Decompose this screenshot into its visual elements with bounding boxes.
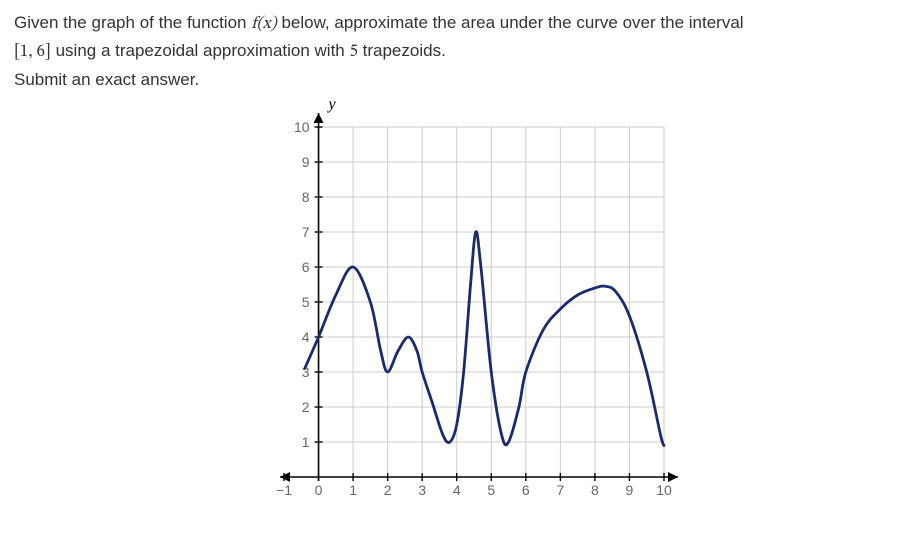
text-line1-pre: Given the graph of the function — [14, 13, 251, 32]
svg-text:9: 9 — [301, 154, 309, 170]
text-line1-post: below, approximate the area under the cu… — [281, 13, 743, 32]
text-line3: Submit an exact answer. — [14, 70, 199, 89]
svg-text:5: 5 — [301, 294, 309, 310]
interval: [1, 6] — [14, 44, 51, 61]
svg-text:0: 0 — [314, 482, 322, 498]
svg-text:8: 8 — [591, 482, 599, 498]
svg-text:2: 2 — [301, 399, 309, 415]
text-line2-post: trapezoids. — [363, 41, 446, 60]
svg-text:8: 8 — [301, 189, 309, 205]
n-trapezoids: 5 — [349, 44, 357, 61]
svg-text:2: 2 — [383, 482, 391, 498]
svg-text:y: y — [326, 99, 336, 113]
svg-text:3: 3 — [418, 482, 426, 498]
svg-text:7: 7 — [301, 224, 309, 240]
function-graph: −101234567891012345678910xy — [222, 99, 682, 529]
svg-text:1: 1 — [349, 482, 357, 498]
svg-text:1: 1 — [301, 434, 309, 450]
svg-text:5: 5 — [487, 482, 495, 498]
svg-text:−1: −1 — [276, 482, 292, 498]
func-notation: f(x) — [251, 16, 277, 33]
svg-text:4: 4 — [452, 482, 460, 498]
svg-text:10: 10 — [293, 119, 309, 135]
problem-statement: Given the graph of the function f(x) bel… — [14, 10, 889, 93]
svg-text:7: 7 — [556, 482, 564, 498]
svg-text:10: 10 — [656, 482, 672, 498]
svg-text:6: 6 — [521, 482, 529, 498]
svg-text:9: 9 — [625, 482, 633, 498]
svg-text:6: 6 — [301, 259, 309, 275]
svg-text:4: 4 — [301, 329, 309, 345]
text-line2-mid: using a trapezoidal approximation with — [56, 41, 350, 60]
